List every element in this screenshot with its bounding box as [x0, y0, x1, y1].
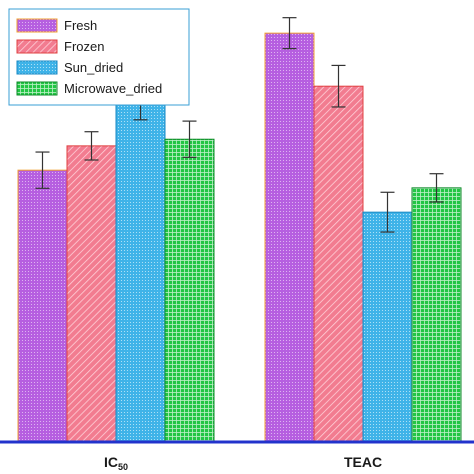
legend-swatch-frozen — [16, 39, 58, 54]
legend: Fresh Frozen Sun_dried Microwave_dried — [8, 8, 190, 106]
legend-label-frozen: Frozen — [64, 39, 104, 54]
error-bar-microwave_dried-ic50 — [182, 120, 197, 158]
legend-swatch-fresh — [16, 18, 58, 33]
bar-frozen-ic50 — [66, 145, 117, 443]
legend-swatch-sun_dried — [16, 60, 58, 75]
error-bar-frozen-ic50 — [84, 131, 99, 161]
error-bar-fresh-teac — [282, 17, 297, 50]
error-bar-sun_dried-teac — [380, 191, 395, 233]
legend-label-microwave_dried: Microwave_dried — [64, 81, 162, 96]
x-tick-labels: IC50 TEAC — [104, 454, 382, 472]
error-bar-frozen-teac — [331, 64, 346, 108]
bar-fresh-ic50 — [17, 169, 68, 443]
bar-fresh-teac — [264, 32, 315, 443]
bar-sun_dried-teac — [362, 211, 413, 443]
error-bar-microwave_dried-teac — [429, 173, 444, 203]
x-tick-label-teac: TEAC — [344, 454, 382, 470]
bar-microwave_dried-teac — [411, 187, 462, 443]
legend-label-fresh: Fresh — [64, 18, 97, 33]
bars-layer — [17, 32, 462, 443]
x-tick-label-ic50: IC50 — [104, 454, 128, 472]
legend-swatch-microwave_dried — [16, 81, 58, 96]
bar-sun_dried-ic50 — [115, 103, 166, 443]
bar-microwave_dried-ic50 — [164, 138, 215, 443]
legend-label-sun_dried: Sun_dried — [64, 60, 123, 75]
bar-frozen-teac — [313, 85, 364, 443]
error-bar-fresh-ic50 — [35, 151, 50, 189]
